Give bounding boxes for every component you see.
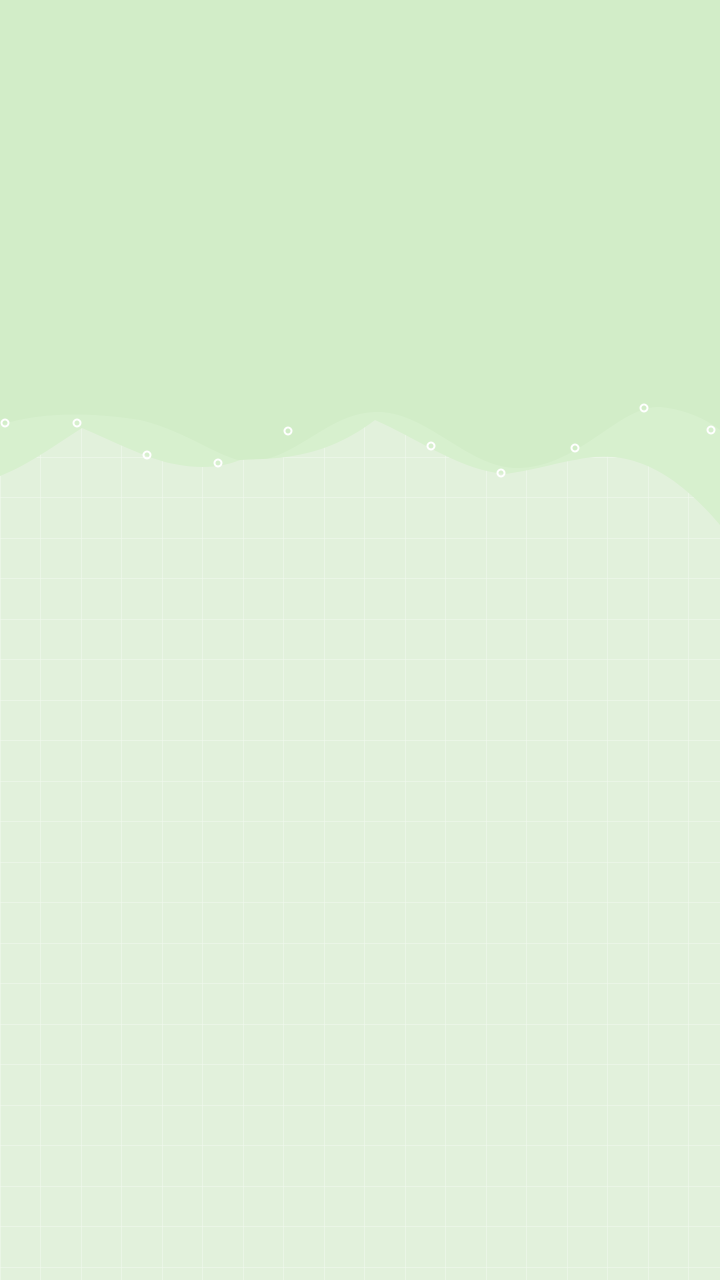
ring-dot-icon	[142, 450, 152, 460]
ring-dot-icon	[426, 441, 436, 451]
ring-dot-icon	[706, 425, 716, 435]
ring-dot-icon	[639, 403, 649, 413]
ring-dot-icon	[0, 418, 10, 428]
ring-dot-icon	[72, 418, 82, 428]
grid-pattern	[0, 420, 720, 1280]
ring-dot-icon	[283, 426, 293, 436]
ring-dot-icon	[496, 468, 506, 478]
ring-dot-icon	[570, 443, 580, 453]
ring-points	[0, 403, 716, 478]
ring-dot-icon	[213, 458, 223, 468]
